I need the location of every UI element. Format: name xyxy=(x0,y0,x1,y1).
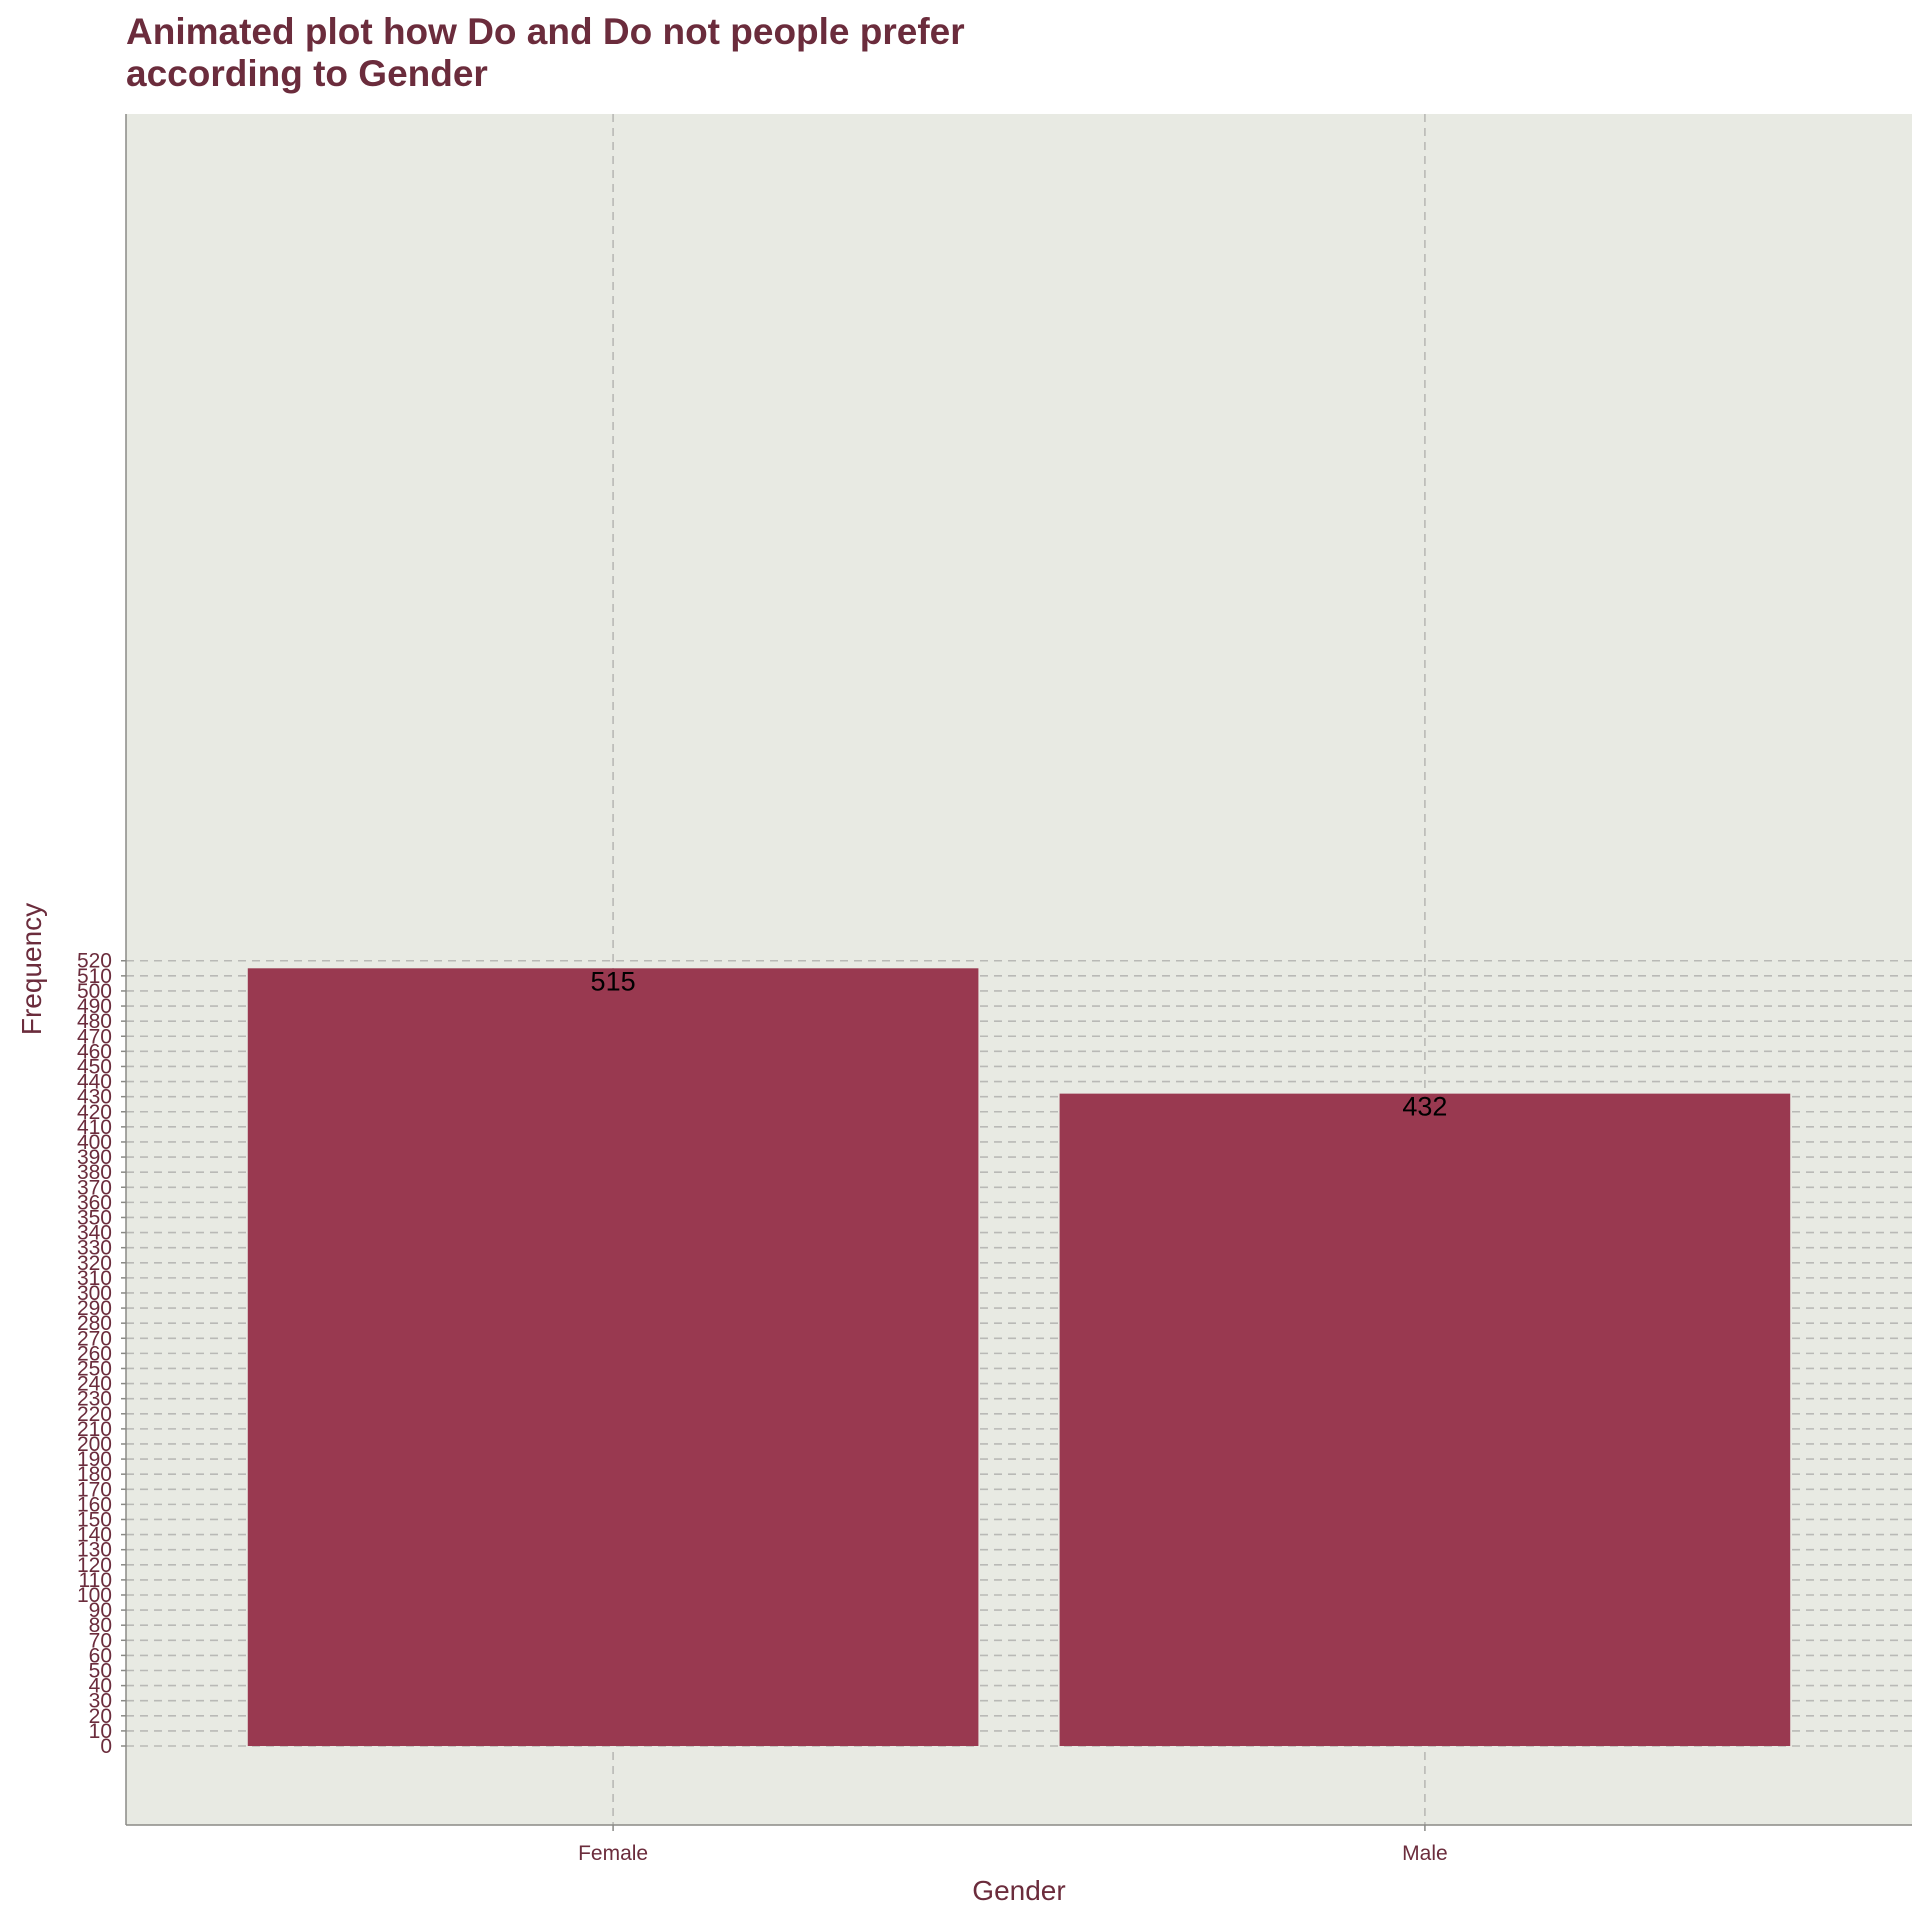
y-tick-label: 130 xyxy=(77,1539,112,1562)
bar-male xyxy=(1059,1093,1791,1746)
data-label-male: 432 xyxy=(1402,1092,1447,1122)
y-tick-label: 440 xyxy=(77,1071,112,1094)
y-tick-label: 180 xyxy=(77,1463,112,1486)
y-tick-label: 270 xyxy=(77,1327,112,1350)
y-tick-label: 460 xyxy=(77,1040,112,1063)
y-tick-label: 70 xyxy=(89,1629,112,1652)
x-tick-label: Female xyxy=(578,1842,648,1865)
y-tick-label: 450 xyxy=(77,1055,112,1078)
y-tick-label: 150 xyxy=(77,1508,112,1531)
y-tick-label: 470 xyxy=(77,1025,112,1048)
data-labels: 515 432 xyxy=(591,966,1448,1121)
axes xyxy=(125,114,1912,1826)
y-tick-label: 0 xyxy=(100,1735,112,1758)
y-tick-label: 50 xyxy=(89,1659,112,1682)
y-axis-ticks: 0102030405060708090100110120130140150160… xyxy=(77,950,126,1758)
y-tick-label: 190 xyxy=(77,1448,112,1471)
y-tick-label: 90 xyxy=(89,1599,112,1622)
y-tick-label: 10 xyxy=(89,1720,112,1743)
y-tick-label: 350 xyxy=(77,1206,112,1229)
y-tick-label: 200 xyxy=(77,1433,112,1456)
y-tick-label: 300 xyxy=(77,1282,112,1305)
chart-title-line-1: Animated plot how Do and Do not people p… xyxy=(126,11,965,52)
y-tick-label: 340 xyxy=(77,1222,112,1245)
y-tick-label: 330 xyxy=(77,1237,112,1260)
y-tick-label: 290 xyxy=(77,1297,112,1320)
y-tick-label: 370 xyxy=(77,1176,112,1199)
y-tick-label: 480 xyxy=(77,1010,112,1033)
chart-title-line-2: according to Gender xyxy=(126,53,488,94)
y-tick-label: 400 xyxy=(77,1131,112,1154)
y-tick-label: 520 xyxy=(77,950,112,973)
y-tick-label: 100 xyxy=(77,1584,112,1607)
bars xyxy=(247,968,1791,1746)
y-tick-label: 170 xyxy=(77,1478,112,1501)
y-axis-title: Frequency xyxy=(16,903,47,1035)
y-tick-label: 80 xyxy=(89,1614,112,1637)
y-tick-label: 430 xyxy=(77,1086,112,1109)
y-tick-label: 210 xyxy=(77,1418,112,1441)
y-tick-label: 410 xyxy=(77,1116,112,1139)
x-tick-label: Male xyxy=(1402,1842,1448,1865)
y-tick-label: 30 xyxy=(89,1690,112,1713)
y-tick-label: 310 xyxy=(77,1267,112,1290)
y-tick-label: 420 xyxy=(77,1101,112,1124)
y-tick-label: 320 xyxy=(77,1252,112,1275)
y-tick-label: 40 xyxy=(89,1675,112,1698)
chart-title: Animated plot how Do and Do not people p… xyxy=(126,11,975,94)
y-tick-label: 260 xyxy=(77,1342,112,1365)
y-tick-label: 280 xyxy=(77,1312,112,1335)
y-tick-label: 500 xyxy=(77,980,112,1003)
y-tick-label: 250 xyxy=(77,1357,112,1380)
y-tick-label: 510 xyxy=(77,965,112,988)
y-tick-label: 490 xyxy=(77,995,112,1018)
y-tick-label: 160 xyxy=(77,1493,112,1516)
y-tick-label: 390 xyxy=(77,1146,112,1169)
y-tick-label: 380 xyxy=(77,1161,112,1184)
y-tick-label: 230 xyxy=(77,1388,112,1411)
y-tick-label: 360 xyxy=(77,1191,112,1214)
y-tick-label: 110 xyxy=(79,1569,112,1592)
x-axis-ticks: Female Male xyxy=(578,1825,1448,1865)
bar-female xyxy=(247,968,979,1746)
y-tick-label: 140 xyxy=(77,1524,112,1547)
y-tick-label: 60 xyxy=(89,1644,112,1667)
y-tick-label: 220 xyxy=(77,1403,112,1426)
y-tick-label: 240 xyxy=(77,1373,112,1396)
data-label-female: 515 xyxy=(591,966,636,996)
x-axis-title: Gender xyxy=(972,1875,1065,1906)
y-tick-label: 20 xyxy=(89,1705,112,1728)
y-tick-label: 120 xyxy=(77,1554,112,1577)
